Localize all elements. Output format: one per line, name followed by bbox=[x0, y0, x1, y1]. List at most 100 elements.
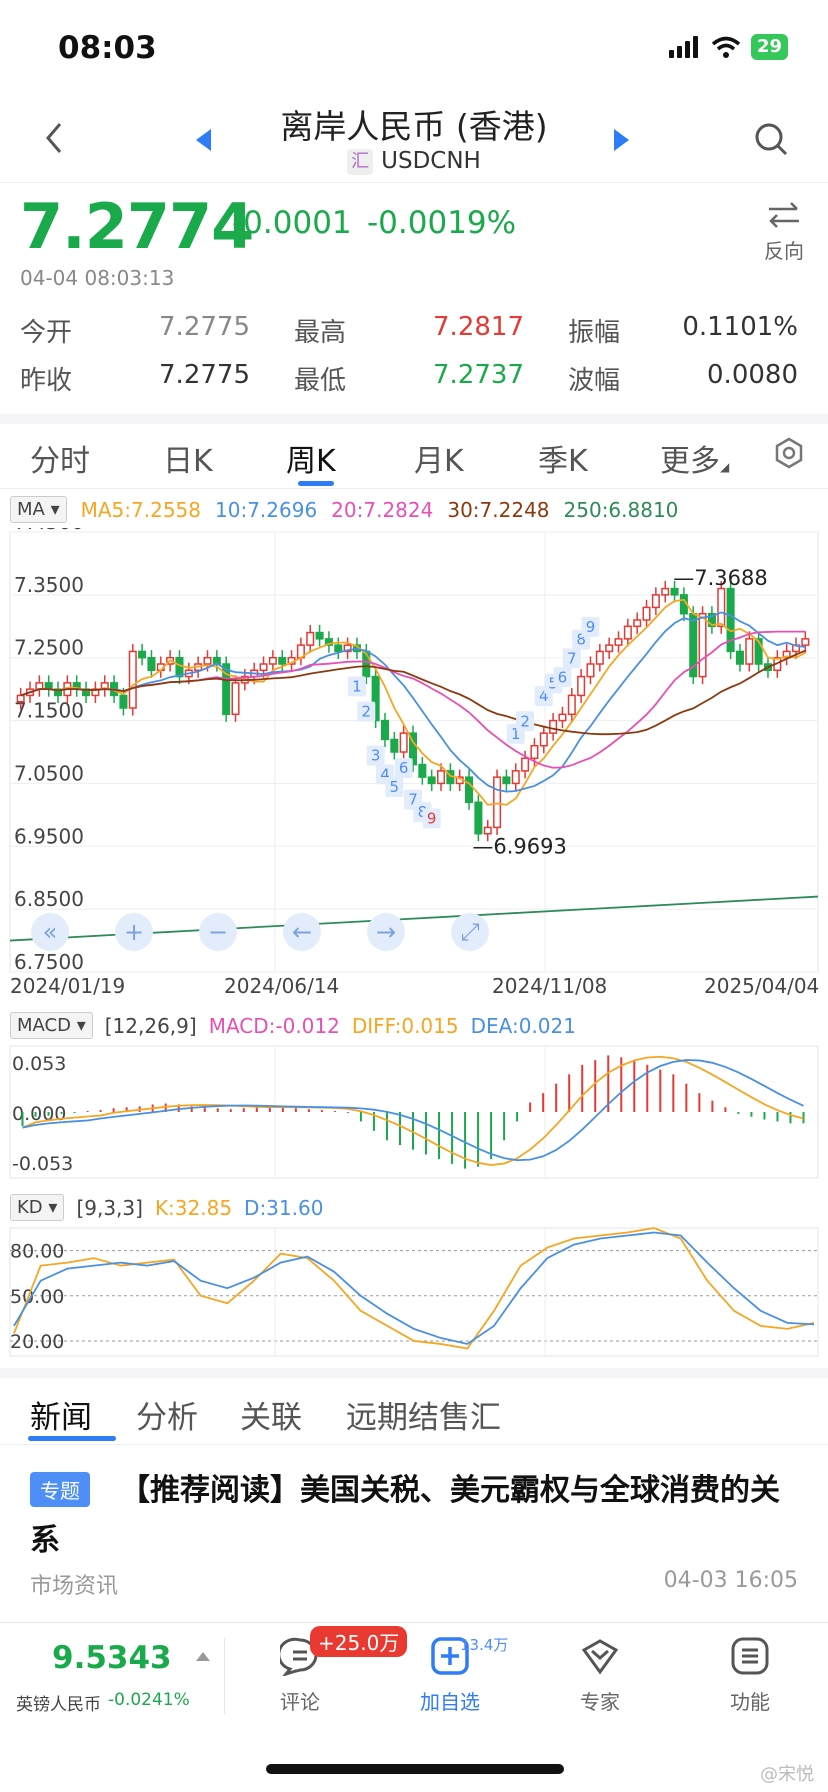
candle-down bbox=[707, 612, 716, 628]
stat-label-amplitude: 振幅 bbox=[568, 318, 621, 348]
candle-up bbox=[530, 744, 539, 760]
scroll-left-icon[interactable] bbox=[31, 913, 69, 951]
home-indicator[interactable] bbox=[266, 1764, 564, 1774]
status-time: 08:03 bbox=[58, 30, 157, 66]
pan-left-icon[interactable] bbox=[283, 913, 321, 951]
candle-down bbox=[418, 763, 427, 778]
candle-down bbox=[315, 631, 324, 640]
td-count-box bbox=[357, 701, 376, 722]
news-headline[interactable]: 【推荐阅读】美国关税、美元霸权与全球消费的关系 bbox=[30, 1473, 780, 1558]
code-text: USDCNH bbox=[381, 148, 481, 174]
back-icon[interactable] bbox=[40, 118, 70, 158]
diff-line bbox=[22, 1055, 804, 1166]
candle-up bbox=[268, 656, 277, 665]
candle-down bbox=[119, 694, 128, 709]
y-tick-label: 7.2500 bbox=[14, 636, 84, 660]
comment-count-badge: +25.0万 bbox=[310, 1626, 408, 1657]
kd-chart[interactable]: 80.00 50.00 20.00 bbox=[0, 1226, 828, 1360]
tab-more-label: 更多 bbox=[660, 444, 720, 479]
add-watchlist-button[interactable]: 加自选 bbox=[420, 1690, 480, 1714]
expert-button[interactable]: 专家 bbox=[580, 1690, 620, 1714]
candle-down bbox=[502, 776, 511, 785]
ticker-expand-icon[interactable] bbox=[196, 1652, 210, 1661]
news-tab-analysis[interactable]: 分析 bbox=[136, 1400, 198, 1436]
section-gap bbox=[0, 1368, 828, 1378]
instrument-code: 汇 USDCNH bbox=[0, 148, 828, 175]
candle-up bbox=[399, 732, 408, 753]
add-watchlist-icon[interactable] bbox=[430, 1636, 470, 1676]
td-count-label: 8 bbox=[576, 631, 586, 649]
ma-selector[interactable]: MA ▾ bbox=[10, 496, 67, 523]
td-count-label: 7 bbox=[567, 649, 577, 667]
news-tab-forward-fx[interactable]: 远期结售汇 bbox=[346, 1400, 501, 1436]
ma10-value: 10:7.2696 bbox=[215, 497, 318, 522]
ma10-line bbox=[20, 611, 806, 793]
next-instrument-icon[interactable] bbox=[614, 129, 629, 151]
candle-down bbox=[44, 682, 53, 690]
stat-label-volatility: 波幅 bbox=[568, 366, 621, 396]
stat-label-low: 最低 bbox=[294, 366, 347, 396]
candle-down bbox=[175, 656, 184, 678]
y-tick-label: 0.053 bbox=[12, 1053, 66, 1075]
tab-intraday[interactable]: 分时 bbox=[30, 444, 90, 479]
td-count-label: 9 bbox=[586, 618, 596, 636]
search-icon[interactable] bbox=[752, 120, 792, 160]
y-tick-label: 50.00 bbox=[10, 1286, 64, 1308]
function-button[interactable]: 功能 bbox=[730, 1690, 770, 1714]
tab-quarterly-k[interactable]: 季K bbox=[538, 444, 588, 479]
status-icons: 29 bbox=[668, 34, 788, 60]
td-count-box bbox=[394, 758, 413, 779]
td-count-box bbox=[553, 667, 572, 688]
macd-selector[interactable]: MACD ▾ bbox=[10, 1012, 93, 1039]
td-count-box bbox=[562, 648, 581, 669]
zoom-out-icon[interactable] bbox=[199, 913, 237, 951]
candle-up bbox=[259, 663, 268, 672]
dea-value: DEA:0.021 bbox=[470, 1013, 576, 1038]
candlestick-chart[interactable]: 7.4500 7.3500 7.2500 7.1500 7.0500 6.9500 6.85… bbox=[0, 528, 828, 998]
y-tick-label: 20.00 bbox=[10, 1331, 64, 1353]
pan-right-icon[interactable] bbox=[367, 913, 405, 951]
candle-up bbox=[511, 770, 520, 785]
news-source: 市场资讯 bbox=[30, 1574, 119, 1599]
prev-instrument-icon[interactable] bbox=[196, 129, 211, 151]
expert-icon[interactable] bbox=[580, 1636, 620, 1676]
ticker-price[interactable]: 9.5343 bbox=[52, 1640, 172, 1676]
fullscreen-icon[interactable] bbox=[451, 913, 489, 951]
topic-badge: 专题 bbox=[30, 1472, 90, 1507]
comment-button[interactable]: 评论 bbox=[280, 1690, 320, 1714]
candle-up bbox=[651, 594, 660, 609]
macd-value: MACD:-0.012 bbox=[208, 1013, 340, 1038]
candle-down bbox=[735, 650, 744, 665]
y-tick-label: 7.1500 bbox=[14, 699, 84, 723]
scroll-left-glyph: « bbox=[43, 918, 58, 946]
macd-legend: MACD ▾ [12,26,9] MACD:-0.012 DIFF:0.015 … bbox=[10, 1012, 576, 1039]
tab-more[interactable]: 更多◢ bbox=[660, 444, 730, 479]
tab-daily-k[interactable]: 日K bbox=[163, 444, 213, 479]
td-count-box bbox=[581, 617, 600, 637]
candle-up bbox=[128, 650, 137, 709]
td-count-label: 9 bbox=[427, 809, 437, 827]
reverse-button[interactable]: 反向 bbox=[764, 200, 804, 264]
battery-indicator: 29 bbox=[750, 34, 788, 60]
candle-up bbox=[343, 644, 352, 653]
swap-icon bbox=[769, 202, 799, 228]
settings-icon[interactable] bbox=[772, 436, 806, 470]
td-count-box bbox=[366, 745, 385, 766]
tab-weekly-k[interactable]: 周K bbox=[286, 444, 336, 479]
candle-up bbox=[577, 675, 586, 697]
news-tab-related[interactable]: 关联 bbox=[240, 1400, 302, 1436]
candle-up bbox=[493, 776, 502, 829]
kd-selector[interactable]: KD ▾ bbox=[10, 1194, 65, 1221]
tab-monthly-k[interactable]: 月K bbox=[414, 444, 464, 479]
candle-up bbox=[586, 663, 595, 678]
y-tick-label: 80.00 bbox=[10, 1241, 64, 1263]
stat-value-prev-close: 7.2775 bbox=[159, 360, 250, 390]
news-tab-news[interactable]: 新闻 bbox=[30, 1400, 92, 1436]
stat-label-open: 今开 bbox=[20, 318, 73, 348]
last-price: 7.2774 bbox=[20, 190, 254, 263]
k-value: K:32.85 bbox=[154, 1195, 233, 1220]
candle-up bbox=[549, 719, 558, 734]
menu-icon[interactable] bbox=[730, 1636, 770, 1676]
zoom-in-icon[interactable] bbox=[115, 913, 153, 951]
